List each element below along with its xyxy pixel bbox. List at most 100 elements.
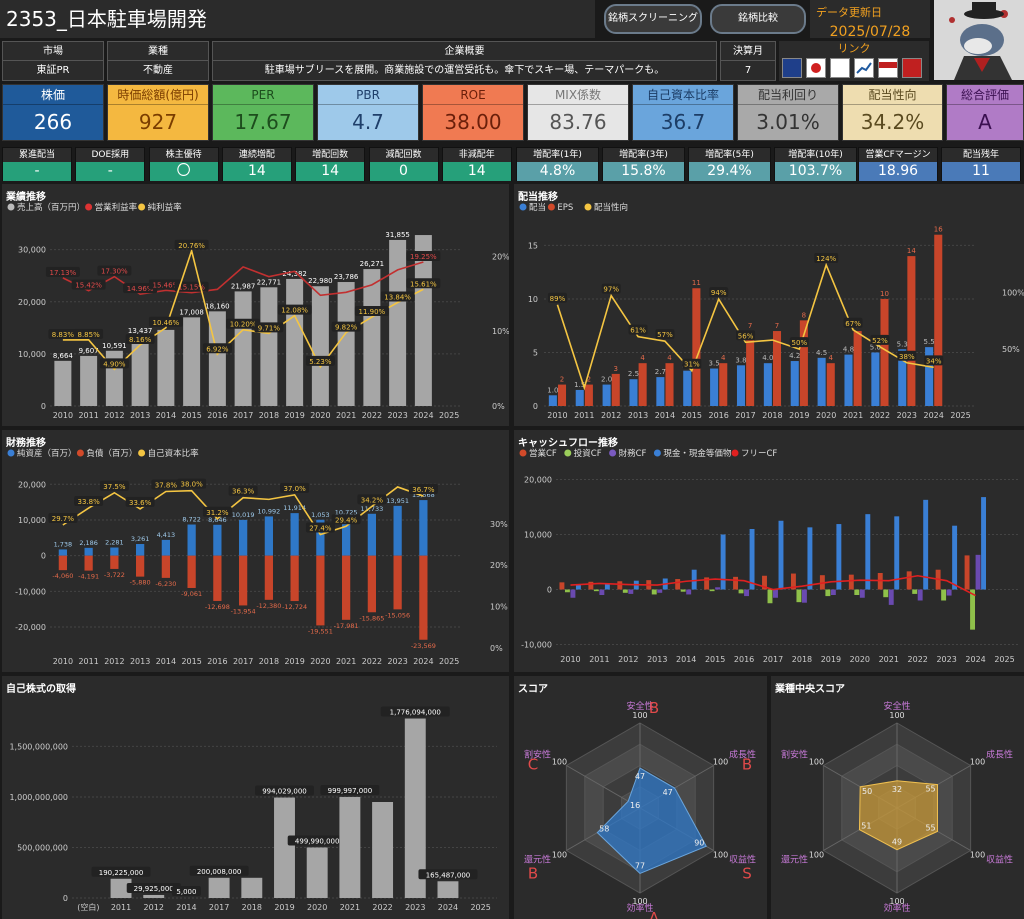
radar-axis-label: 効率性 xyxy=(883,902,910,914)
equity-bar xyxy=(84,547,93,556)
dividend-label: 5.0 xyxy=(870,343,881,351)
x-tick: 2012 xyxy=(104,411,124,420)
cf-bar-1 xyxy=(854,589,860,595)
stat-label: 配当残年 xyxy=(942,148,1020,162)
liability-label: -15,056 xyxy=(385,611,410,619)
eps-bar xyxy=(799,320,808,406)
x-tick: 2022 xyxy=(362,657,382,666)
summary-header: 企業概要 xyxy=(213,42,716,61)
kpi-6: 自己資本比率 36.7 xyxy=(632,84,734,141)
eps-bar xyxy=(719,363,728,406)
legend-marker xyxy=(564,449,572,457)
liability-label: -13,954 xyxy=(231,607,256,615)
radar-value: 51 xyxy=(861,822,871,831)
revenue-bar xyxy=(389,239,407,406)
legend-label: 現金・現金等価物 xyxy=(663,448,732,459)
payout-label: 57% xyxy=(657,331,673,339)
dividend-label: 3.5 xyxy=(709,360,720,368)
legend-label: 財務CF xyxy=(619,448,647,459)
x-tick: 2020 xyxy=(310,657,330,666)
chart-link-icon[interactable] xyxy=(854,58,874,78)
buyback-bar xyxy=(241,877,263,898)
y-tick: 20,000 xyxy=(18,480,46,489)
industry-value: 不動産 xyxy=(143,65,173,76)
legend-label: 営業CF xyxy=(529,448,557,459)
eps-label: 4 xyxy=(667,354,672,362)
legend-label: 営業利益率 xyxy=(95,202,138,213)
stat-2: 株主優待〇 xyxy=(148,147,219,181)
buyback-label: 29,925,000 xyxy=(134,885,174,893)
cf-bar-2 xyxy=(946,589,952,596)
line-label: 8.83% xyxy=(52,331,75,339)
radar-max-label: 100 xyxy=(552,851,567,860)
equity-label: 2,186 xyxy=(79,539,98,547)
radar-grade: S xyxy=(742,865,752,883)
line-label: 9.82% xyxy=(335,324,358,332)
radar-value: 50 xyxy=(862,787,872,796)
kpi-label: PER xyxy=(213,85,313,105)
x-tick: 2023 xyxy=(936,655,956,664)
minkabu-link-icon[interactable] xyxy=(830,58,850,78)
finance-chart: 純資産（百万） 負債（百万） 自己資本比率20,00010,0000-10,000-… xyxy=(7,448,508,666)
x-tick: 2011 xyxy=(589,655,609,664)
performance-panel: 業績推移 売上高（百万円） 営業利益率 純利益率 0 10,000 20,000 30,00… xyxy=(2,184,509,426)
stat-label: 連続増配 xyxy=(222,148,291,162)
compare-button[interactable]: 銘柄比較 xyxy=(710,4,806,34)
radar-axis-label: 効率性 xyxy=(626,902,653,914)
radar-axis-label: 安全性 xyxy=(626,700,653,712)
eps-label: 7 xyxy=(775,322,779,330)
cashflow-title: キャッシュフロー推移 xyxy=(518,438,618,449)
cf-bar-3 xyxy=(836,524,842,590)
equity-bar xyxy=(342,517,351,556)
line-label-bg xyxy=(48,328,78,339)
dividend-label: 4.2 xyxy=(789,352,800,360)
liability-bar xyxy=(239,555,248,606)
shikiho-link-icon[interactable] xyxy=(878,58,898,78)
radar-value: 58 xyxy=(599,825,609,834)
eps-label: 2 xyxy=(587,376,591,384)
cf-bar-3 xyxy=(604,584,610,590)
revenue-bar xyxy=(208,311,226,406)
x-tick: 2018 xyxy=(762,411,782,420)
legend-marker xyxy=(519,449,527,457)
revenue-label: 9,607 xyxy=(79,347,99,355)
legend-label: EPS xyxy=(557,203,573,213)
payout-label: 52% xyxy=(872,337,888,345)
x-tick: 2013 xyxy=(130,411,150,420)
equity-label: 2,281 xyxy=(105,539,124,547)
line-label-bg xyxy=(254,322,284,333)
x-tick: 2011 xyxy=(111,903,131,912)
line-label: 20.76% xyxy=(178,242,205,250)
buyback-label-bg xyxy=(320,784,380,795)
x-tick: 2020 xyxy=(850,655,870,664)
line-label-bg xyxy=(125,333,155,344)
equity-bar xyxy=(367,513,376,556)
yutai-link-icon[interactable] xyxy=(902,58,922,78)
radar-grade: B xyxy=(742,756,752,774)
x-tick: 2020 xyxy=(310,411,330,420)
x-tick: 2024 xyxy=(924,411,944,420)
cf-bar-2 xyxy=(744,589,750,597)
liability-bar xyxy=(264,555,273,600)
x-tick: (空白) xyxy=(77,902,99,912)
ir-link-icon[interactable] xyxy=(782,58,802,78)
equity-bar xyxy=(393,505,402,556)
x-tick: 2016 xyxy=(207,657,227,666)
stat-value: 4.8% xyxy=(517,162,598,181)
screening-button[interactable]: 銘柄スクリーニング xyxy=(604,4,702,34)
x-tick: 2012 xyxy=(144,903,164,912)
kpi-7: 配当利回り 3.01% xyxy=(737,84,839,141)
legend-marker xyxy=(138,203,146,211)
line-label-bg xyxy=(380,291,415,302)
dividend-bar xyxy=(656,377,665,406)
kabutan-link-icon[interactable] xyxy=(806,58,826,78)
liability-bar xyxy=(290,555,299,602)
equity-label: 15,568 xyxy=(412,491,435,499)
eps-label: 3 xyxy=(614,365,618,373)
payout-label-bg xyxy=(843,317,863,328)
ratio-label-bg xyxy=(151,479,181,490)
buyback-bar xyxy=(372,802,394,898)
y-tick: 0 xyxy=(63,894,68,903)
radar-axis-label: 還元性 xyxy=(781,854,808,866)
equity-label: 11,733 xyxy=(361,505,384,513)
